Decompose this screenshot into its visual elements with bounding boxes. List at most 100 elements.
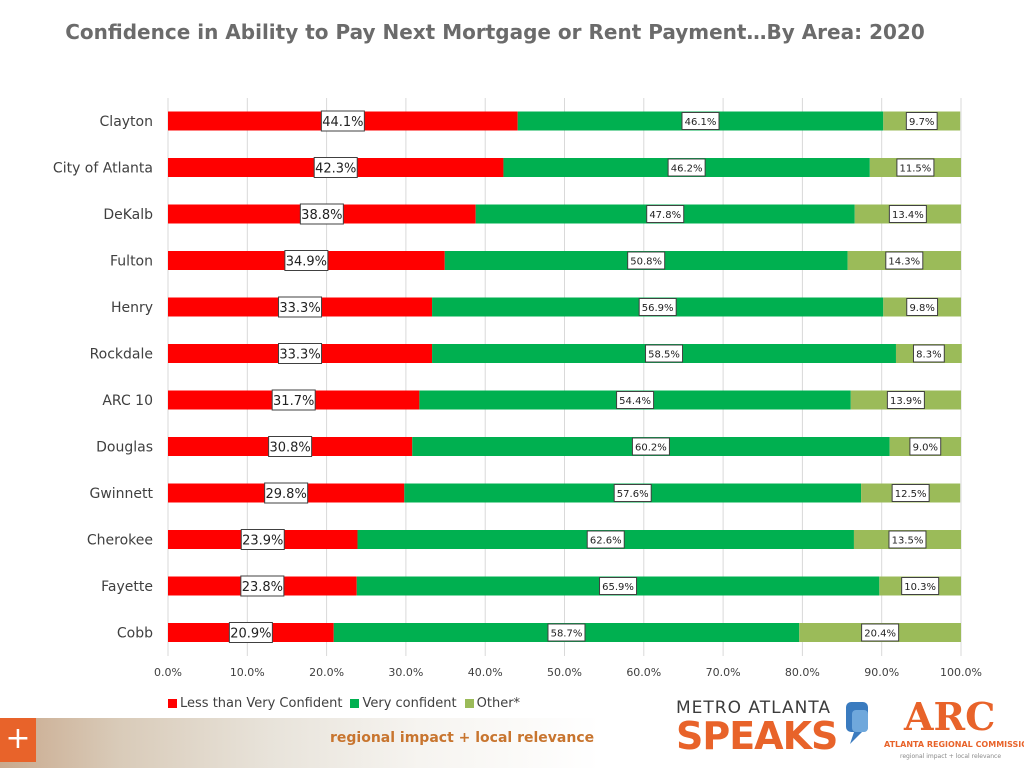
data-label: 44.1% (322, 115, 363, 130)
x-tick-label: 90.0% (864, 666, 899, 679)
data-label-box (681, 112, 720, 130)
data-label-box (278, 343, 323, 364)
category-label: Cobb (117, 626, 153, 642)
plus-icon: + (0, 718, 36, 762)
data-label-box (299, 203, 344, 225)
category-label: Henry (111, 300, 153, 316)
data-label: 46.2% (671, 164, 703, 175)
data-label: 56.9% (642, 303, 674, 314)
data-label-box (627, 251, 666, 270)
legend-swatch (350, 699, 360, 708)
data-label: 46.1% (685, 117, 717, 128)
data-label-box (271, 389, 316, 411)
data-label-box (284, 250, 329, 271)
data-label: 9.0% (913, 443, 938, 454)
data-label: 13.4% (892, 210, 924, 221)
data-label: 33.3% (279, 348, 320, 363)
data-label-box (320, 110, 365, 132)
data-label-box (240, 529, 285, 550)
legend-label: Other* (476, 696, 521, 711)
data-label-box (278, 296, 323, 318)
speech-bubble-icon (846, 702, 868, 744)
category-label: Douglas (96, 440, 153, 456)
legend-swatch (464, 699, 474, 708)
data-label: 65.9% (602, 582, 634, 593)
data-label: 29.8% (266, 487, 307, 502)
x-tick-label: 10.0% (230, 666, 265, 679)
data-label-box (586, 530, 625, 549)
data-label: 23.8% (242, 580, 283, 595)
data-label-box (667, 158, 706, 177)
data-label: 50.8% (630, 257, 662, 268)
data-label: 13.9% (890, 396, 922, 407)
chart-title: Confidence in Ability to Pay Next Mortga… (65, 20, 925, 44)
legend-label: Less than Very Confident (180, 696, 343, 711)
data-label: 9.7% (909, 117, 934, 128)
data-label-box (613, 484, 652, 502)
data-label: 13.5% (892, 536, 924, 547)
category-label: Clayton (100, 114, 153, 130)
data-label: 14.3% (888, 257, 920, 268)
category-label: ARC 10 (102, 393, 153, 409)
legend-item: Other* (464, 696, 521, 711)
x-tick-label: 70.0% (706, 666, 741, 679)
legend-swatch (168, 699, 177, 708)
data-label: 10.3% (904, 582, 936, 593)
data-label: 58.5% (648, 350, 680, 361)
category-label: Rockdale (90, 347, 153, 363)
data-label: 23.9% (242, 534, 283, 549)
data-label: 11.5% (900, 164, 932, 175)
data-label: 8.3% (916, 350, 941, 361)
x-tick-label: 60.0% (626, 666, 661, 679)
data-label-box (645, 344, 684, 363)
data-label: 42.3% (315, 162, 356, 177)
x-tick-label: 100.0% (940, 666, 982, 679)
x-tick-label: 20.0% (309, 666, 344, 679)
data-label-box (901, 577, 940, 595)
data-label-box (861, 623, 900, 642)
x-tick-label: 80.0% (785, 666, 820, 679)
logo-arc-letters: ARC (904, 694, 996, 739)
data-label-box (268, 436, 313, 457)
x-tick-label: 50.0% (547, 666, 582, 679)
data-label: 30.8% (269, 441, 310, 456)
data-label-box (228, 622, 273, 643)
data-label-box (599, 577, 638, 595)
data-label-box (638, 298, 677, 316)
data-label-box (886, 391, 925, 409)
category-label: City of Atlanta (53, 161, 153, 177)
data-label-box (264, 482, 309, 504)
data-label: 33.3% (279, 301, 320, 316)
legend-label: Very confident (362, 696, 457, 711)
x-tick-label: 40.0% (468, 666, 503, 679)
data-label-box (631, 437, 670, 456)
data-label: 60.2% (635, 443, 667, 454)
data-label: 54.4% (619, 396, 651, 407)
data-label-box (888, 530, 927, 549)
data-label-box (896, 158, 935, 177)
footer-tagline: regional impact + local relevance (330, 730, 595, 746)
data-label-box (646, 205, 685, 223)
data-label-box (313, 157, 358, 178)
category-label: Fayette (101, 579, 153, 595)
data-label: 20.9% (230, 627, 271, 642)
logo-mas-top-text: METRO ATLANTA (676, 698, 831, 718)
category-label: Fulton (110, 254, 153, 270)
metro-atlanta-speaks-logo: METRO ATLANTA SPEAKS (676, 698, 872, 762)
data-label-box (905, 112, 938, 130)
legend: Less than Very Confident Very confident Ot… (168, 696, 520, 711)
data-label-box (240, 575, 285, 597)
stacked-bar-chart: 0.0% 10.0% 20.0% 30.0% 40.0% 50.0% 60.0% 70.0% 8… (53, 98, 982, 679)
data-label: 38.8% (301, 208, 342, 223)
data-label-box (888, 205, 927, 223)
data-label: 34.9% (286, 255, 327, 270)
data-label: 9.8% (909, 303, 934, 314)
data-label-box (547, 623, 586, 642)
x-tick-label: 30.0% (388, 666, 423, 679)
data-label-box (885, 251, 924, 270)
data-label: 20.4% (864, 629, 896, 640)
data-label: 12.5% (895, 489, 927, 500)
data-label: 57.6% (617, 489, 649, 500)
logo-arc-tagline: regional impact + local relevance (900, 753, 1002, 760)
arc-logo: ARC ATLANTA REGIONAL COMMISSION regional… (882, 694, 1024, 766)
